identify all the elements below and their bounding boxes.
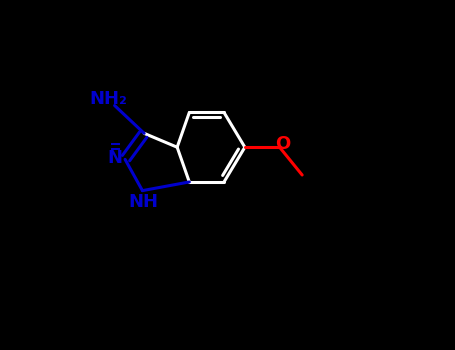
Text: O: O <box>275 135 291 153</box>
Text: N: N <box>108 149 123 167</box>
Text: NH₂: NH₂ <box>90 90 127 108</box>
Text: NH: NH <box>128 193 158 211</box>
